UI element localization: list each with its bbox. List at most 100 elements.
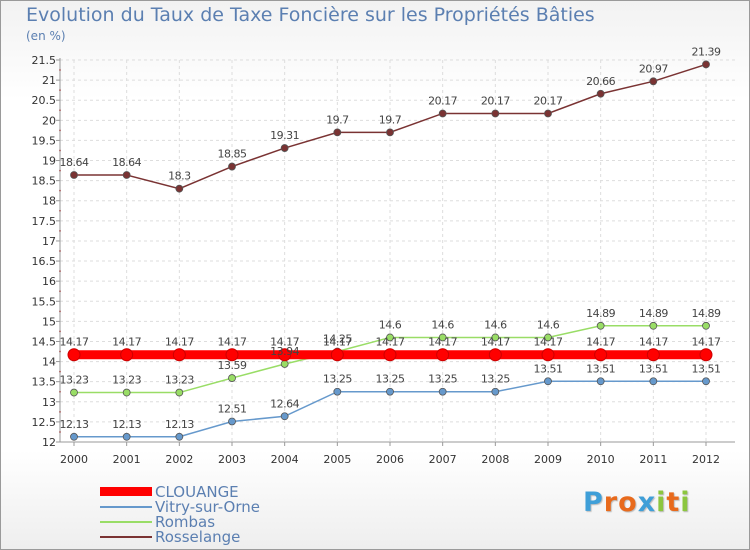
data-point-rosselange xyxy=(386,128,394,137)
data-point-rombas xyxy=(70,388,78,397)
data-label-rombas: 14.6 xyxy=(537,318,560,331)
data-point-rosselange xyxy=(596,89,605,98)
legend-item-rombas: Rombas xyxy=(100,513,400,531)
data-point-rombas xyxy=(386,333,394,342)
data-label-rosselange: 18.85 xyxy=(218,148,247,161)
data-point-rosselange xyxy=(333,128,342,137)
data-point-vitry-sur-orne xyxy=(544,377,552,386)
data-point-rosselange xyxy=(122,171,131,179)
data-label-clouange: 14.17 xyxy=(376,336,405,349)
data-label-vitry-sur-orne: 13.51 xyxy=(692,362,721,375)
data-point-vitry-sur-orne xyxy=(491,387,500,396)
y-axis-unit-label: (en %) xyxy=(26,29,66,43)
data-point-vitry-sur-orne xyxy=(228,417,236,426)
data-label-vitry-sur-orne: 13.25 xyxy=(481,373,510,386)
legend-item-rosselange: Rosselange xyxy=(100,528,400,546)
y-tick-label: 21 xyxy=(42,74,56,87)
data-label-rombas: 13.23 xyxy=(165,374,194,387)
data-label-clouange: 14.17 xyxy=(60,336,89,349)
data-label-rombas: 14.89 xyxy=(692,307,721,320)
y-tick-label: 17.5 xyxy=(32,215,57,228)
data-label-rosselange: 21.39 xyxy=(692,45,721,58)
data-label-rombas: 13.94 xyxy=(270,345,299,358)
data-point-rosselange xyxy=(491,109,500,118)
data-point-rosselange xyxy=(544,109,552,118)
data-point-rosselange xyxy=(175,184,184,193)
data-point-rosselange xyxy=(438,109,447,118)
data-point-rombas xyxy=(438,333,447,342)
x-tick-label: 2012 xyxy=(692,453,720,466)
data-label-clouange: 14.17 xyxy=(112,336,141,349)
data-point-clouange xyxy=(594,348,608,362)
data-label-clouange: 14.17 xyxy=(639,336,668,349)
data-label-vitry-sur-orne: 13.25 xyxy=(376,373,405,386)
data-point-clouange xyxy=(120,348,134,362)
data-label-rosselange: 19.7 xyxy=(379,113,402,126)
data-point-vitry-sur-orne xyxy=(649,377,658,386)
data-point-vitry-sur-orne xyxy=(333,387,342,396)
data-point-clouange xyxy=(172,348,186,362)
data-point-clouange xyxy=(541,348,555,362)
data-label-vitry-sur-orne: 13.51 xyxy=(534,362,563,375)
data-label-clouange: 14.17 xyxy=(270,336,299,349)
x-tick-label: 2003 xyxy=(218,453,246,466)
data-point-rombas xyxy=(702,321,710,330)
data-point-rosselange xyxy=(649,77,658,86)
data-label-vitry-sur-orne: 13.51 xyxy=(639,362,668,375)
logo-letter: i xyxy=(656,487,667,518)
chart-title: Evolution du Taux de Taxe Foncière sur l… xyxy=(26,4,595,26)
data-point-vitry-sur-orne xyxy=(702,377,710,386)
y-tick-label: 18.5 xyxy=(32,175,57,188)
y-tick-label: 12.5 xyxy=(32,416,57,429)
data-label-vitry-sur-orne: 12.13 xyxy=(165,418,194,431)
legend-swatch-rombas xyxy=(100,521,152,523)
data-point-rombas xyxy=(649,321,658,330)
data-point-clouange xyxy=(646,348,660,362)
data-label-rombas: 14.89 xyxy=(639,307,668,320)
x-tick-label: 2004 xyxy=(271,453,299,466)
data-label-rombas: 13.59 xyxy=(218,359,247,372)
data-point-rombas xyxy=(280,360,289,368)
data-point-vitry-sur-orne xyxy=(596,377,605,386)
data-point-vitry-sur-orne xyxy=(280,412,289,421)
x-tick-label: 2010 xyxy=(587,453,615,466)
data-point-vitry-sur-orne xyxy=(70,432,78,441)
data-label-rosselange: 19.31 xyxy=(270,129,299,142)
logo-letter: r xyxy=(603,487,619,518)
data-label-clouange: 14.17 xyxy=(586,336,615,349)
y-tick-label: 14.5 xyxy=(32,335,57,348)
data-label-rombas: 14.6 xyxy=(484,318,507,331)
logo-letter: o xyxy=(618,487,638,518)
y-tick-label: 21.5 xyxy=(32,54,57,67)
data-point-clouange xyxy=(67,348,81,362)
data-point-clouange xyxy=(278,348,292,362)
data-label-rombas: 14.25 xyxy=(323,333,352,346)
data-label-rosselange: 20.97 xyxy=(639,62,668,75)
legend-swatch-vitry xyxy=(100,506,152,508)
data-point-clouange xyxy=(436,348,450,362)
x-tick-label: 2011 xyxy=(639,453,667,466)
data-label-rosselange: 18.64 xyxy=(112,156,141,169)
legend-item-vitry: Vitry-sur-Orne xyxy=(100,498,400,516)
logo-letter: x xyxy=(637,487,657,518)
x-tick-label: 2001 xyxy=(113,453,141,466)
x-tick-label: 2006 xyxy=(376,453,404,466)
data-point-rosselange xyxy=(228,162,236,171)
data-label-vitry-sur-orne: 13.25 xyxy=(323,373,352,386)
data-point-rombas xyxy=(122,388,131,397)
data-point-rombas xyxy=(544,333,552,342)
y-tick-label: 16 xyxy=(42,275,56,288)
data-point-clouange xyxy=(330,348,344,362)
data-label-rosselange: 18.64 xyxy=(60,156,89,169)
data-point-vitry-sur-orne xyxy=(438,387,447,396)
data-label-rombas: 13.23 xyxy=(112,374,141,387)
data-point-rombas xyxy=(596,321,605,330)
logo-letter: i xyxy=(680,487,691,518)
legend-label-clouange: CLOUANGE xyxy=(155,483,239,501)
y-tick-label: 12 xyxy=(42,436,56,449)
data-label-rosselange: 18.3 xyxy=(168,170,191,183)
y-tick-label: 19.5 xyxy=(32,134,57,147)
data-label-vitry-sur-orne: 13.25 xyxy=(428,373,457,386)
data-point-rombas xyxy=(228,374,236,382)
data-label-rombas: 14.6 xyxy=(379,318,402,331)
